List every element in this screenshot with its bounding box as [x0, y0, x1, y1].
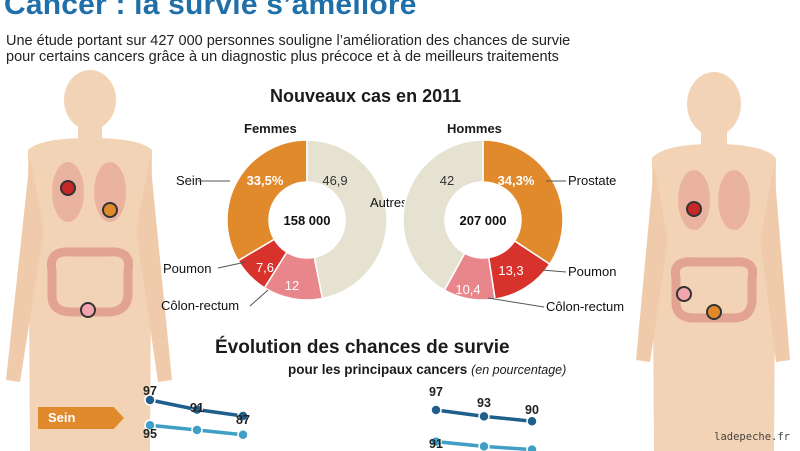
slice-value-label: 34,3%: [498, 173, 535, 188]
series-point: [430, 404, 442, 416]
male-body-illustration: [636, 72, 790, 451]
slice-category-label: Poumon: [163, 261, 211, 276]
donut-chart-hommes: 207 000 34,3% Prostate 13,3 Poumon 10,4 Côlon-…: [402, 139, 624, 314]
series-point: [144, 394, 156, 406]
slice-value-label: 33,5%: [247, 173, 284, 188]
slice-category-label: Sein: [176, 173, 202, 188]
slice-value-label: 10,4: [455, 282, 480, 297]
series-point: [430, 435, 442, 448]
leader-line: [217, 261, 247, 269]
colon-marker-male: [676, 286, 692, 302]
survival-subtitle-text: pour les principaux cancers: [288, 362, 468, 377]
slice-category-label: Prostate: [568, 173, 616, 188]
lung-marker-male: [686, 201, 702, 217]
lung-marker-female: [60, 180, 76, 196]
point-value-label: 93: [477, 396, 491, 410]
slice-value-label: 12: [285, 278, 299, 293]
slice-category-label: Autres: [370, 195, 408, 210]
slice-category-label: Côlon-rectum: [161, 298, 239, 313]
donut-hole: [269, 182, 345, 258]
female-body-illustration: [6, 70, 172, 451]
page-title: Cancer : la survie s’améliore: [4, 0, 417, 21]
leader-line: [487, 297, 545, 308]
survival-line-chart-2: 97 93 90 91: [429, 385, 539, 451]
slice-value-label: 13,3: [498, 263, 523, 278]
series-point: [478, 440, 490, 451]
donut-hole: [445, 182, 521, 258]
slice-value-label: 7,6: [256, 260, 274, 275]
series-point: [478, 410, 490, 423]
series-point: [144, 419, 156, 431]
leader-line: [541, 269, 567, 273]
subtitle-line-2: pour certains cancers grâce à un diagnos…: [6, 49, 559, 65]
group-label-femmes: Femmes: [244, 121, 297, 136]
point-value-label: 87: [236, 413, 250, 427]
prostate-marker: [706, 304, 722, 320]
point-value-label: 90: [525, 403, 539, 417]
source-credit: ladepeche.fr: [714, 431, 790, 443]
slice-category-label: Poumon: [568, 264, 616, 279]
series-point: [191, 424, 203, 436]
point-value-label: 97: [143, 384, 157, 398]
point-value-label: 91: [429, 437, 443, 451]
point-value-label: 95: [143, 427, 157, 441]
breast-marker: [102, 202, 118, 218]
point-value-label: 91: [190, 401, 204, 415]
new-cases-title: Nouveaux cas en 2011: [270, 86, 462, 106]
series-point: [237, 410, 249, 422]
donut-total: 158 000: [284, 213, 331, 228]
series-point: [237, 429, 249, 441]
subtitle-line-1: Une étude portant sur 427 000 personnes …: [6, 33, 571, 49]
series-point: [526, 415, 538, 427]
survival-subtitle: pour les principaux cancers (en pourcent…: [288, 362, 566, 377]
group-label-hommes: Hommes: [447, 121, 502, 136]
point-value-label: 97: [429, 385, 443, 399]
survival-title: Évolution des chances de survie: [215, 337, 510, 358]
donut-total: 207 000: [460, 213, 507, 228]
slice-category-label: Côlon-rectum: [546, 299, 624, 314]
survival-unit: (en pourcentage): [471, 363, 567, 377]
donut-chart-femmes: 158 000 33,5% Sein 7,6 Poumon 12 Côlon-rectum 4…: [161, 139, 408, 313]
survival-line-chart-1: 97 91 87 95: [143, 384, 250, 441]
leader-line: [249, 289, 269, 307]
sein-badge: Sein: [38, 407, 124, 429]
colon-marker-female: [80, 302, 96, 318]
slice-value-label: 42: [440, 173, 454, 188]
slice-value-label: 46,9: [322, 173, 347, 188]
series-point: [191, 403, 203, 416]
series-point: [526, 443, 538, 451]
